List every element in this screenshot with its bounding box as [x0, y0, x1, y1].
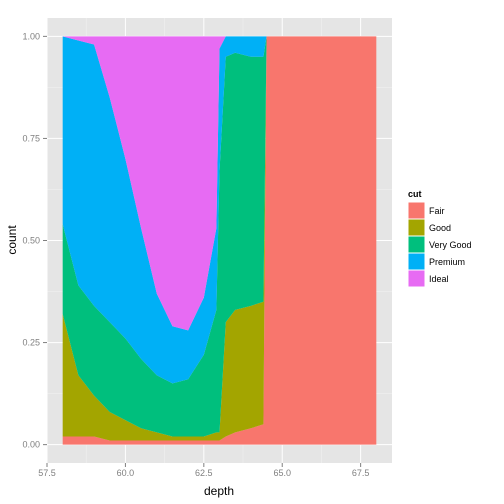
legend-label-fair: Fair — [429, 206, 445, 216]
legend-key-ideal — [407, 269, 426, 288]
x-tick-label: 67.5 — [352, 468, 370, 478]
legend-title: cut — [408, 189, 422, 199]
y-tick-label: 0.75 — [22, 133, 40, 143]
area-ideal — [62, 36, 377, 331]
legend-label-premium: Premium — [429, 257, 465, 267]
stacked-areas — [62, 36, 377, 445]
legend-key-premium — [407, 252, 426, 271]
y-tick-label: 0.00 — [22, 440, 40, 450]
x-axis-title: depth — [204, 484, 234, 498]
legend-label-good: Good — [429, 223, 451, 233]
y-tick-label: 0.50 — [22, 236, 40, 246]
legend-label-ideal: Ideal — [429, 274, 449, 284]
legend-key-good — [407, 218, 426, 237]
x-tick-label: 60.0 — [117, 468, 135, 478]
y-axis: 0.00 0.25 0.50 0.75 1.00 — [22, 31, 47, 450]
legend-key-very-good — [407, 235, 426, 254]
legend: cut Fair Good Very Good Premium Ideal — [407, 189, 472, 288]
y-tick-label: 0.25 — [22, 338, 40, 348]
x-tick-label: 62.5 — [195, 468, 213, 478]
y-tick-label: 1.00 — [22, 31, 40, 41]
legend-key-fair — [407, 201, 426, 220]
legend-label-very-good: Very Good — [429, 240, 472, 250]
area-very-good — [62, 36, 377, 437]
x-tick-label: 57.5 — [38, 468, 56, 478]
area-good — [62, 36, 377, 441]
x-tick-label: 65.0 — [273, 468, 291, 478]
x-axis: 57.5 60.0 62.5 65.0 67.5 — [38, 463, 369, 478]
area-fair — [62, 36, 377, 445]
area-premium — [62, 36, 377, 384]
y-axis-title: count — [5, 225, 19, 255]
